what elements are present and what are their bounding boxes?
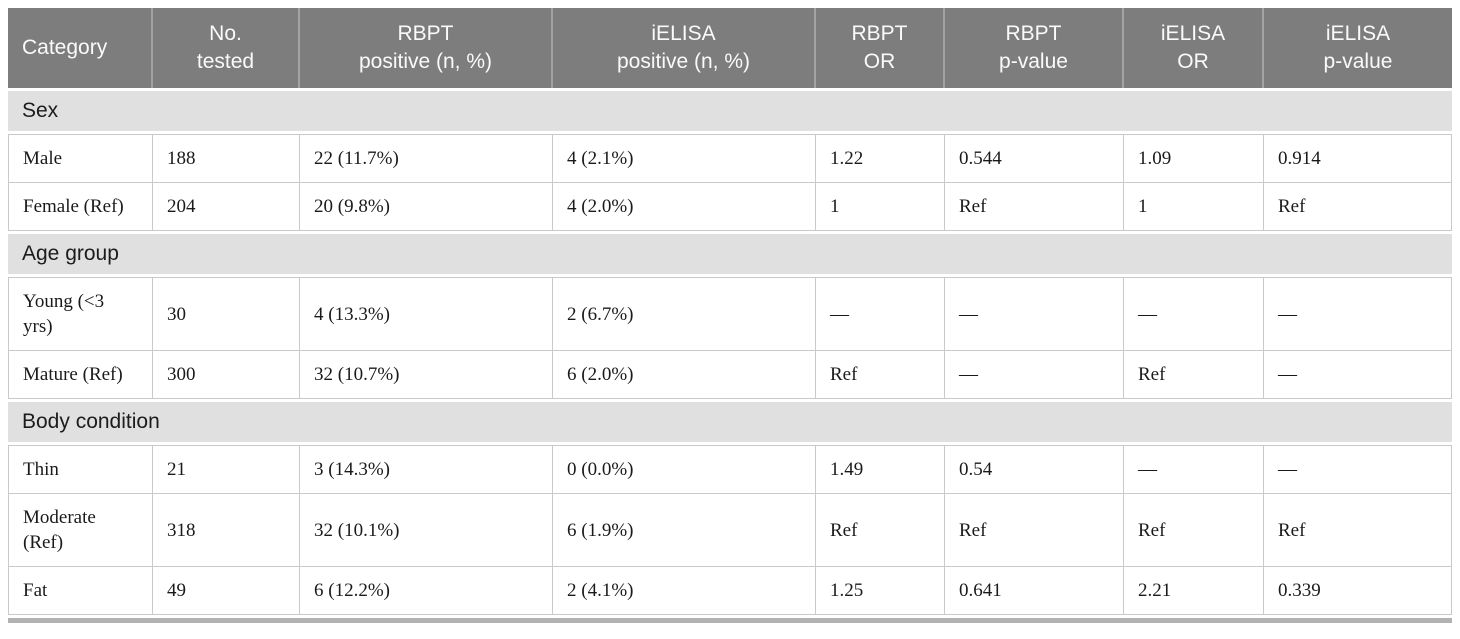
cell-rbpt-p-value: — [945, 277, 1124, 351]
cell-ielisa-or: 1.09 [1124, 134, 1264, 183]
cell-ielisa-positive: 4 (2.0%) [553, 183, 816, 231]
column-header-no-tested: No. tested [153, 8, 300, 88]
row-label-cell: Thin [8, 445, 153, 494]
cell-ielisa-positive: 6 (2.0%) [553, 351, 816, 399]
cell-no-tested: 300 [153, 351, 300, 399]
table-row: Mature (Ref) 300 32 (10.7%) 6 (2.0%) Ref — Ref… [8, 351, 1452, 399]
column-header-ielisa-positive: iELISA positive (n, %) [553, 8, 816, 88]
cell-ielisa-or: Ref [1124, 351, 1264, 399]
section-row: Age group [8, 231, 1452, 277]
cell-rbpt-p-value: Ref [945, 183, 1124, 231]
cell-ielisa-or: Ref [1124, 494, 1264, 567]
cell-ielisa-positive: 6 (1.9%) [553, 494, 816, 567]
column-header-category: Category [8, 8, 153, 88]
cell-rbpt-positive: 4 (13.3%) [300, 277, 553, 351]
cell-no-tested: 30 [153, 277, 300, 351]
cell-rbpt-p-value: 0.544 [945, 134, 1124, 183]
table-row: Young (<3 yrs) 30 4 (13.3%) 2 (6.7%) — — — — [8, 277, 1452, 351]
column-header-rbpt-positive: RBPT positive (n, %) [300, 8, 553, 88]
cell-ielisa-or: 2.21 [1124, 567, 1264, 615]
header-row: Category No. tested RBPT positive (n, %) iE… [8, 8, 1452, 88]
cell-ielisa-p-value: 0.339 [1264, 567, 1452, 615]
row-label-cell: Fat [8, 567, 153, 615]
cell-rbpt-or: 1.49 [816, 445, 945, 494]
cell-rbpt-or: 1 [816, 183, 945, 231]
cell-ielisa-or: — [1124, 445, 1264, 494]
section-title: Body condition [8, 399, 1452, 445]
cell-rbpt-p-value: — [945, 351, 1124, 399]
column-header-rbpt-p-value: RBPT p-value [945, 8, 1124, 88]
row-label-cell: Moderate (Ref) [8, 494, 153, 567]
cell-no-tested: 204 [153, 183, 300, 231]
cell-rbpt-or: 1.22 [816, 134, 945, 183]
section-title: Age group [8, 231, 1452, 277]
cell-rbpt-positive: 6 (12.2%) [300, 567, 553, 615]
table-row: Moderate (Ref) 318 32 (10.1%) 6 (1.9%) Ref Re… [8, 494, 1452, 567]
prevalence-risk-factor-table: Category No. tested RBPT positive (n, %) iE… [8, 8, 1452, 615]
cell-ielisa-p-value: Ref [1264, 183, 1452, 231]
cell-ielisa-p-value: 0.914 [1264, 134, 1452, 183]
row-label-cell: Female (Ref) [8, 183, 153, 231]
column-header-ielisa-p-value: iELISA p-value [1264, 8, 1452, 88]
table-header: Category No. tested RBPT positive (n, %) iE… [8, 8, 1452, 88]
cell-rbpt-p-value: 0.641 [945, 567, 1124, 615]
cell-ielisa-p-value: Ref [1264, 494, 1452, 567]
cell-ielisa-positive: 0 (0.0%) [553, 445, 816, 494]
cell-rbpt-positive: 32 (10.7%) [300, 351, 553, 399]
table-row: Female (Ref) 204 20 (9.8%) 4 (2.0%) 1 Ref 1 Ref [8, 183, 1452, 231]
row-label-cell: Young (<3 yrs) [8, 277, 153, 351]
table-body: Sex Male 188 22 (11.7%) 4 (2.1%) 1.22 0.544 1.0… [8, 88, 1452, 615]
cell-ielisa-p-value: — [1264, 445, 1452, 494]
cell-rbpt-or: — [816, 277, 945, 351]
cell-rbpt-positive: 22 (11.7%) [300, 134, 553, 183]
column-header-ielisa-or: iELISA OR [1124, 8, 1264, 88]
column-header-rbpt-or: RBPT OR [816, 8, 945, 88]
cell-rbpt-positive: 32 (10.1%) [300, 494, 553, 567]
cell-rbpt-p-value: 0.54 [945, 445, 1124, 494]
cell-no-tested: 21 [153, 445, 300, 494]
cell-ielisa-p-value: — [1264, 277, 1452, 351]
cell-ielisa-or: 1 [1124, 183, 1264, 231]
section-row: Body condition [8, 399, 1452, 445]
cell-ielisa-positive: 4 (2.1%) [553, 134, 816, 183]
cell-no-tested: 188 [153, 134, 300, 183]
cell-rbpt-positive: 3 (14.3%) [300, 445, 553, 494]
cell-rbpt-or: Ref [816, 351, 945, 399]
cell-rbpt-p-value: Ref [945, 494, 1124, 567]
cell-ielisa-or: — [1124, 277, 1264, 351]
table-row: Thin 21 3 (14.3%) 0 (0.0%) 1.49 0.54— — [8, 445, 1452, 494]
section-title: Sex [8, 88, 1452, 134]
cell-ielisa-positive: 2 (6.7%) [553, 277, 816, 351]
cell-ielisa-positive: 2 (4.1%) [553, 567, 816, 615]
cell-no-tested: 49 [153, 567, 300, 615]
cell-no-tested: 318 [153, 494, 300, 567]
table-bottom-border [8, 618, 1452, 623]
table-row: Male 188 22 (11.7%) 4 (2.1%) 1.22 0.544 1.09 0.… [8, 134, 1452, 183]
cell-ielisa-p-value: — [1264, 351, 1452, 399]
table-row: Fat 49 6 (12.2%) 2 (4.1%) 1.25 0.641 2.21 0.339 [8, 567, 1452, 615]
cell-rbpt-positive: 20 (9.8%) [300, 183, 553, 231]
section-row: Sex [8, 88, 1452, 134]
cell-rbpt-or: 1.25 [816, 567, 945, 615]
cell-rbpt-or: Ref [816, 494, 945, 567]
row-label-cell: Male [8, 134, 153, 183]
row-label-cell: Mature (Ref) [8, 351, 153, 399]
